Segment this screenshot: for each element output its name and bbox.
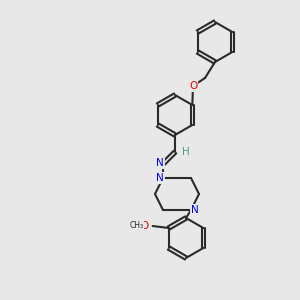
Text: H: H: [182, 147, 190, 157]
Text: N: N: [156, 173, 164, 183]
Text: N: N: [156, 158, 164, 168]
Text: CH₃: CH₃: [130, 221, 144, 230]
Text: N: N: [191, 205, 199, 215]
Text: O: O: [141, 221, 149, 231]
Text: O: O: [189, 81, 197, 91]
